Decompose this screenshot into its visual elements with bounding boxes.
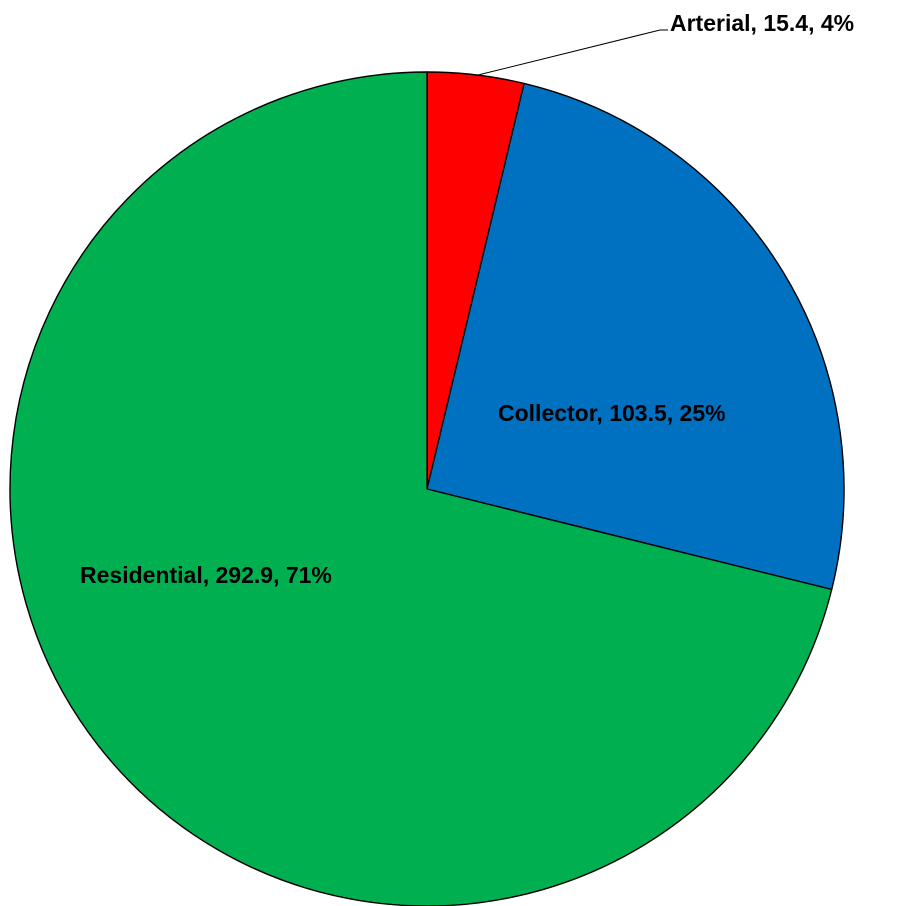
- arterial-leader-line: [477, 29, 668, 76]
- pie-slice-residential: [9, 71, 833, 906]
- data-label-residential: Residential, 292.9, 71%: [80, 562, 332, 588]
- pie-slices: [9, 71, 845, 906]
- pie-slice-collector: [426, 82, 845, 591]
- data-label-collector: Collector, 103.5, 25%: [498, 400, 726, 426]
- data-label-arterial: Arterial, 15.4, 4%: [670, 10, 854, 36]
- pie-data-labels: Arterial, 15.4, 4% Collector, 103.5, 25%…: [80, 10, 854, 588]
